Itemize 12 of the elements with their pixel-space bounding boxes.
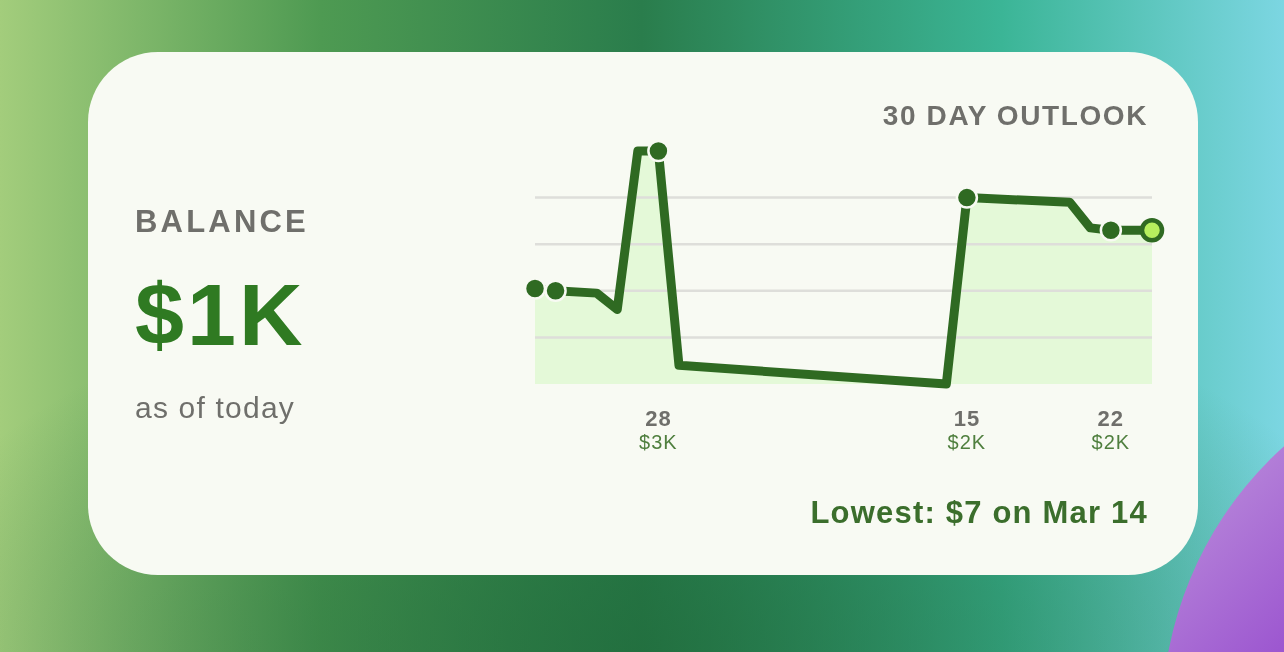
text: as of today [135, 391, 295, 424]
point [1139, 217, 1165, 243]
point [523, 277, 547, 300]
text: Lowest: $7 on Mar 14 [810, 495, 1148, 530]
x-tick-label: 15 $2K [947, 406, 987, 453]
x-tick-label: 28 $3K [639, 406, 678, 453]
x-tick-label: 22 $2K [1091, 406, 1131, 453]
point [544, 279, 567, 303]
chart-title: 30 DAY OUTLOOK [882, 100, 1148, 131]
text: $1K [135, 265, 306, 364]
point [1099, 218, 1123, 242]
text: BALANCE [135, 204, 309, 239]
